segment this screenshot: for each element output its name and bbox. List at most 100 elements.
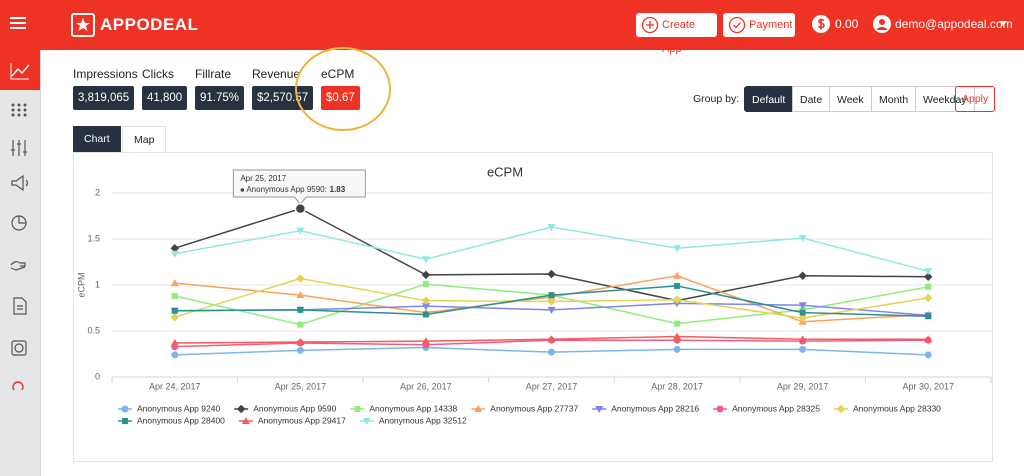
dropdown-caret[interactable] <box>999 21 1007 27</box>
legend-item[interactable]: Anonymous App 28330 <box>834 403 941 413</box>
tab[interactable]: Map <box>122 126 167 153</box>
legend-symbol <box>122 418 128 424</box>
create-app-button[interactable]: Create App <box>636 13 717 55</box>
logo-icon <box>71 13 95 37</box>
nav-icons[interactable] <box>0 90 40 390</box>
group-by-option[interactable]: Default <box>744 86 794 112</box>
stat-value: $2,570.57 <box>252 86 314 110</box>
x-tick-label: Apr 29, 2017 <box>777 381 829 391</box>
legend-symbol <box>362 418 371 425</box>
menu-icon[interactable] <box>10 17 28 31</box>
legend-item[interactable]: Anonymous App 14338 <box>350 403 458 413</box>
stat-label: Impressions <box>73 67 138 81</box>
x-tick-label: Apr 27, 2017 <box>526 381 578 391</box>
legend-item[interactable]: Anonymous App 27737 <box>471 403 578 413</box>
legend-label: Anonymous App 32512 <box>379 415 467 425</box>
series <box>171 344 932 359</box>
data-point <box>924 351 932 359</box>
data-point <box>296 346 304 354</box>
series <box>170 224 933 276</box>
data-point <box>296 291 305 299</box>
chart: eCPM eCPM 0 0.5 1 1.5 2 Apr 24, 2017 Apr 25, 2… <box>76 164 992 425</box>
data-point <box>421 256 430 264</box>
legend-item[interactable]: Anonymous App 29417 <box>238 415 346 425</box>
stat-label: Fillrate <box>195 67 232 81</box>
group-by-option[interactable]: Week <box>829 86 872 112</box>
highlight-circle <box>295 47 391 131</box>
data-point <box>798 313 807 323</box>
apply-button[interactable]: Apply <box>955 86 996 112</box>
x-tick-label: Apr 24, 2017 <box>149 381 201 391</box>
legend-item[interactable]: Anonymous App 28400 <box>118 415 225 425</box>
y-tick-label: 1 <box>95 279 100 289</box>
data-point <box>799 345 807 353</box>
tooltip-value: 1.83 <box>330 185 346 194</box>
legend-symbol <box>121 405 129 413</box>
tooltip-hover-point <box>294 202 307 215</box>
group-by-option[interactable]: Month <box>871 86 917 112</box>
data-point <box>548 348 555 356</box>
top-bar: APPODEAL Create App Payment 0.00 demo@ap… <box>0 0 1024 55</box>
data-point <box>171 351 179 359</box>
nav-item-active[interactable] <box>0 50 40 90</box>
data-point <box>297 306 304 313</box>
data-point <box>421 296 431 305</box>
series <box>170 204 933 305</box>
stat-value: 91.75% <box>195 86 245 110</box>
create-app-label: Create App <box>662 19 696 55</box>
data-point <box>296 274 305 283</box>
data-point <box>171 307 178 314</box>
legend-item[interactable]: Anonymous App 9590 <box>234 403 337 413</box>
balance: 0.00 <box>835 17 859 31</box>
tooltip-series: Anonymous App 9590 <box>246 185 325 194</box>
data-point <box>798 271 807 281</box>
legend-label: Anonymous App 29417 <box>258 415 346 425</box>
legend: Anonymous App 9240 Anonymous App 9590 Anon… <box>118 403 941 425</box>
stat-value: 41,800 <box>142 86 188 110</box>
tooltip-date: Apr 25, 2017 <box>240 174 286 183</box>
series <box>171 282 932 320</box>
data-point <box>547 335 556 343</box>
legend-label: Anonymous App 9590 <box>253 403 336 413</box>
chart-title: eCPM <box>487 164 523 179</box>
tab[interactable]: Chart <box>73 126 121 153</box>
data-point <box>673 332 682 340</box>
legend-item[interactable]: Anonymous App 32512 <box>359 415 467 425</box>
data-point <box>923 293 933 303</box>
legend-symbol <box>595 406 604 413</box>
legend-label: Anonymous App 28216 <box>611 403 699 413</box>
stat-label: Revenue <box>252 67 301 81</box>
data-point <box>924 268 933 276</box>
data-point <box>672 295 682 304</box>
series <box>170 274 933 323</box>
data-point <box>421 337 430 345</box>
data-point <box>297 321 304 328</box>
y-tick-label: 1.5 <box>87 233 100 243</box>
x-tick-label: Apr 30, 2017 <box>902 381 954 391</box>
user-icon <box>873 15 891 33</box>
legend-item[interactable]: Anonymous App 28325 <box>713 403 820 413</box>
legend-label: Anonymous App 28330 <box>853 403 941 413</box>
user-email[interactable]: demo@appodeal.com <box>895 17 1013 31</box>
legend-label: Anonymous App 9240 <box>137 403 220 413</box>
sidebar <box>0 50 41 476</box>
y-axis-title: eCPM <box>76 272 86 297</box>
legend-item[interactable]: Anonymous App 28216 <box>592 403 699 413</box>
legend-item[interactable]: Anonymous App 9240 <box>118 403 220 413</box>
data-point <box>421 303 430 311</box>
data-point <box>547 297 556 306</box>
legend-label: Anonymous App 28325 <box>732 403 820 413</box>
group-by-option[interactable]: Date <box>792 86 831 112</box>
brand: APPODEAL <box>100 15 199 34</box>
payment-button[interactable]: Payment <box>723 13 795 37</box>
data-point <box>548 292 555 299</box>
data-point <box>171 293 178 300</box>
legend-label: Anonymous App 14338 <box>369 403 457 413</box>
stat-value: $0.67 <box>321 86 360 110</box>
y-tick-label: 0 <box>95 371 100 381</box>
data-point <box>422 311 429 318</box>
series-line <box>174 226 929 272</box>
legend-symbol <box>241 417 250 424</box>
data-point <box>924 335 933 343</box>
data-point <box>547 224 556 232</box>
